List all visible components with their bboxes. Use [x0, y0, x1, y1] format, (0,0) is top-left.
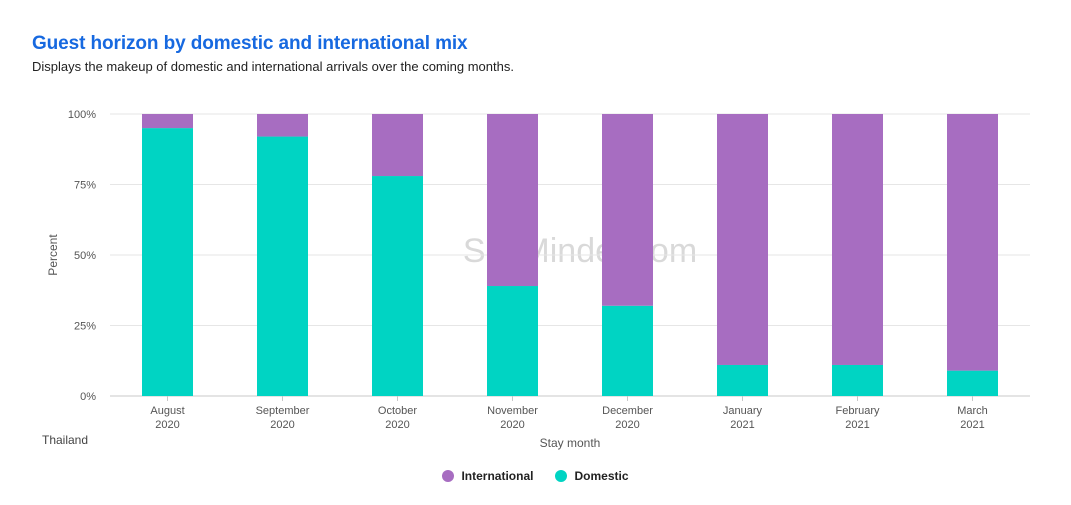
legend-label-domestic: Domestic [574, 469, 629, 483]
legend-item-international[interactable]: International [442, 469, 533, 483]
y-tick-label: 75% [74, 180, 96, 192]
x-axis-title: Stay month [540, 436, 601, 450]
bar-international [487, 114, 538, 287]
x-tick-label: October [378, 405, 417, 417]
chart-title: Guest horizon by domestic and internatio… [32, 33, 468, 54]
x-tick-label-year: 2020 [155, 419, 179, 431]
x-tick-label: September [256, 405, 310, 417]
y-tick-label: 25% [74, 321, 96, 333]
x-tick-label-year: 2021 [960, 419, 984, 431]
x-tick-label-year: 2020 [615, 419, 639, 431]
x-tick-label-year: 2021 [730, 419, 754, 431]
bar-international [832, 114, 883, 365]
x-tick-label: December [602, 405, 653, 417]
bar-domestic [372, 176, 423, 396]
bar-domestic [947, 370, 998, 396]
x-tick-label-year: 2021 [845, 419, 869, 431]
bar-domestic [832, 364, 883, 396]
bar-domestic [487, 286, 538, 396]
legend-label-international: International [461, 469, 534, 483]
chart-subtitle: Displays the makeup of domestic and inte… [32, 59, 514, 74]
y-tick-label: 0% [80, 391, 96, 403]
international-swatch-icon [442, 470, 455, 482]
bar-international [602, 114, 653, 306]
x-tick-label: November [487, 405, 538, 417]
bar-international [257, 114, 308, 137]
bar-domestic [142, 128, 193, 396]
bar-international [717, 114, 768, 365]
bar-international [372, 114, 423, 177]
y-tick-label: 100% [68, 109, 96, 121]
bar-international [142, 114, 193, 129]
bar-domestic [717, 364, 768, 396]
y-tick-label: 50% [74, 250, 96, 262]
x-tick-label-year: 2020 [385, 419, 409, 431]
legend: International Domestic [0, 469, 1071, 483]
x-tick-label-year: 2020 [500, 419, 524, 431]
x-tick-label-year: 2020 [270, 419, 294, 431]
domestic-swatch-icon [555, 470, 568, 482]
x-tick-label: August [150, 405, 184, 417]
region-label: Thailand [42, 433, 89, 447]
bar-domestic [602, 305, 653, 396]
legend-item-domestic[interactable]: Domestic [555, 469, 629, 483]
x-tick-label: January [723, 405, 763, 417]
x-tick-label: February [835, 405, 880, 417]
stacked-bar-chart: SiteMinder.com 0%25%50%75%100%August2020… [46, 109, 1030, 450]
x-tick-label: March [957, 405, 988, 417]
bar-international [947, 114, 998, 371]
y-axis-title: Percent [46, 234, 60, 276]
bar-domestic [257, 136, 308, 396]
